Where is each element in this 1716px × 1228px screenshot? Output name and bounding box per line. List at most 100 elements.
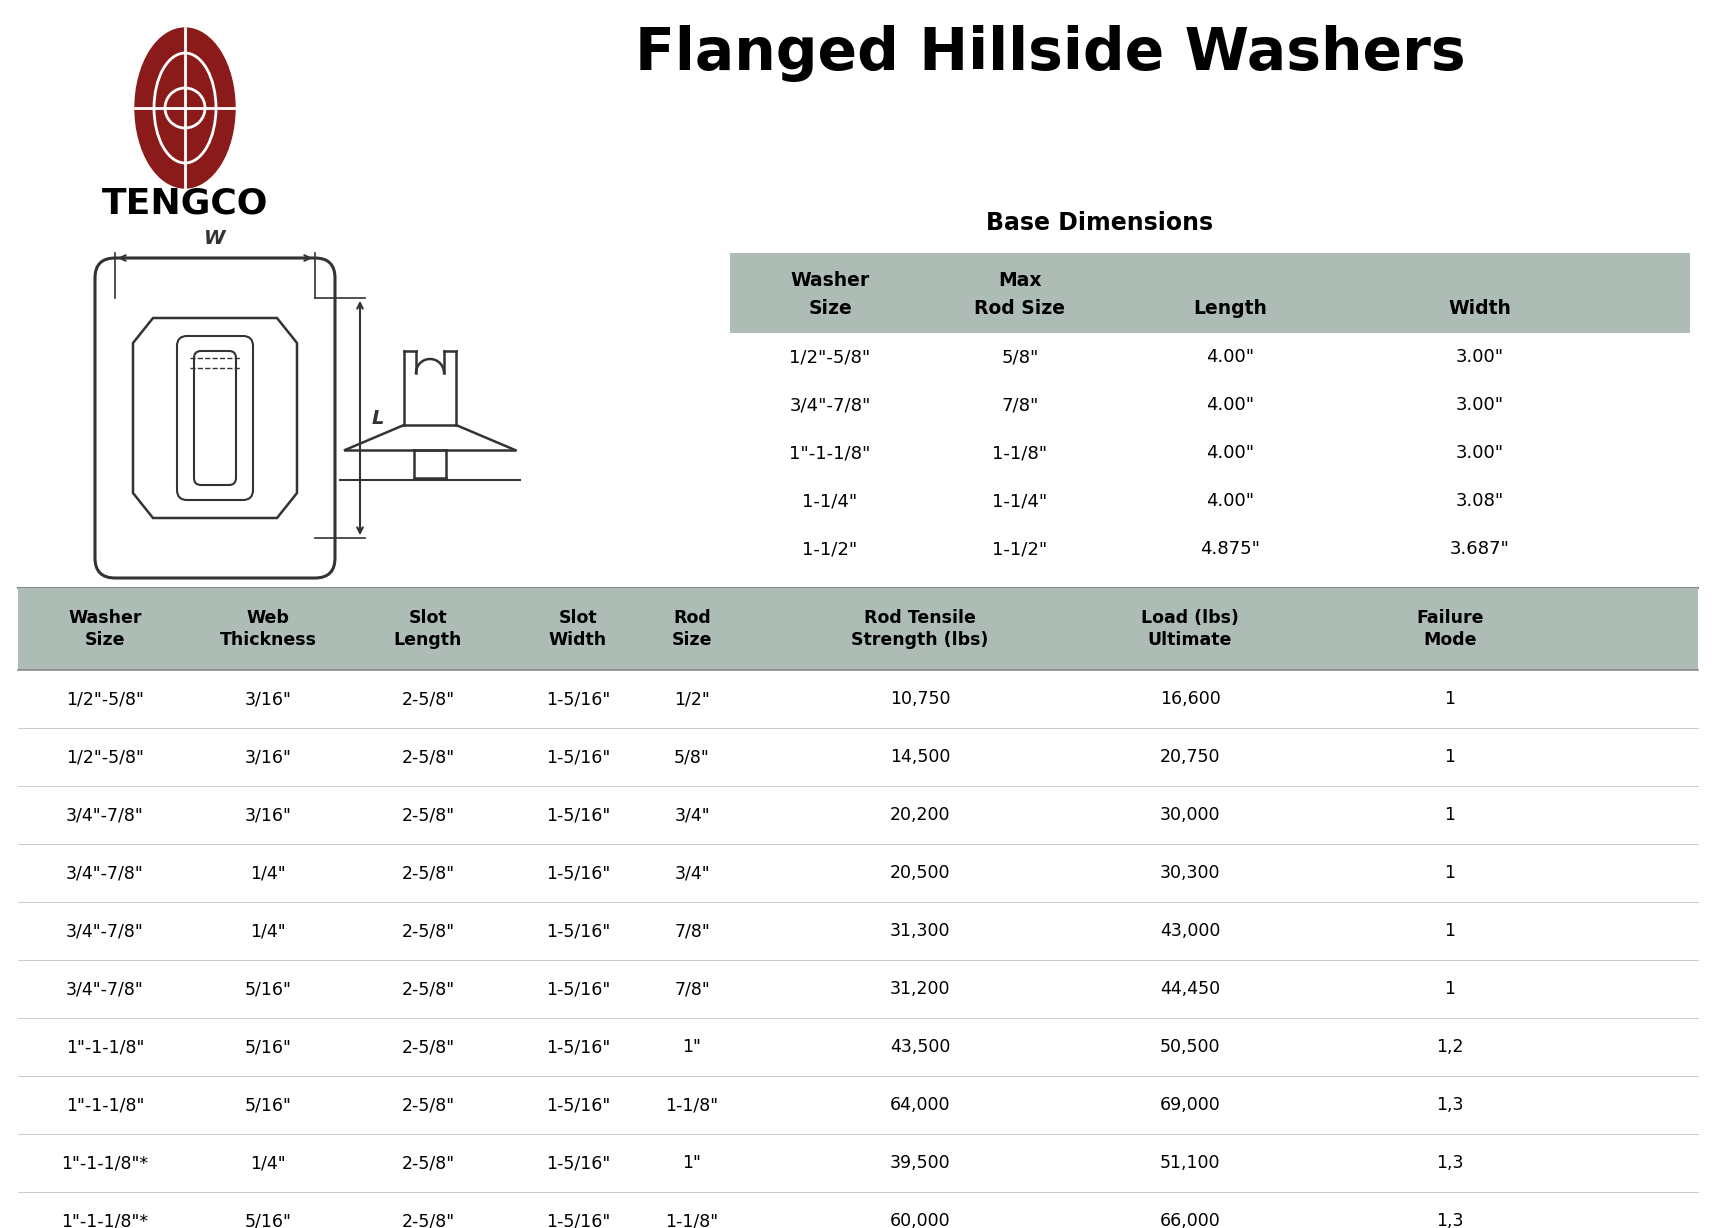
Text: 1-5/16": 1-5/16" xyxy=(546,980,611,998)
Text: 1: 1 xyxy=(1445,980,1455,998)
Text: 1-1/2": 1-1/2" xyxy=(992,540,1048,558)
Text: 1-5/16": 1-5/16" xyxy=(546,1097,611,1114)
Text: 1: 1 xyxy=(1445,865,1455,882)
Text: 1"-1-1/8"*: 1"-1-1/8"* xyxy=(62,1212,149,1228)
Text: 1"-1-1/8"*: 1"-1-1/8"* xyxy=(62,1154,149,1172)
Text: 66,000: 66,000 xyxy=(1160,1212,1220,1228)
Text: 1": 1" xyxy=(683,1154,702,1172)
Text: 5/16": 5/16" xyxy=(245,1038,292,1056)
Text: 3.687": 3.687" xyxy=(1450,540,1510,558)
Text: 43,500: 43,500 xyxy=(891,1038,951,1056)
Text: 3/4": 3/4" xyxy=(674,806,710,824)
Text: 1-1/4": 1-1/4" xyxy=(992,492,1048,510)
Text: 1-5/16": 1-5/16" xyxy=(546,865,611,882)
Text: Failure
Mode: Failure Mode xyxy=(1416,609,1484,650)
Text: 31,300: 31,300 xyxy=(891,922,951,939)
Text: 50,500: 50,500 xyxy=(1160,1038,1220,1056)
Text: 7/8": 7/8" xyxy=(674,980,710,998)
Text: 51,100: 51,100 xyxy=(1160,1154,1220,1172)
Text: 4.00": 4.00" xyxy=(1206,348,1254,366)
Text: 1/4": 1/4" xyxy=(251,865,287,882)
Text: Rod Size: Rod Size xyxy=(975,298,1066,318)
Ellipse shape xyxy=(136,28,235,188)
Text: 5/8": 5/8" xyxy=(674,748,710,766)
Text: 1: 1 xyxy=(1445,690,1455,709)
Text: 1-5/16": 1-5/16" xyxy=(546,1038,611,1056)
Text: 16,600: 16,600 xyxy=(1160,690,1220,709)
Text: 4.875": 4.875" xyxy=(1199,540,1260,558)
Text: 1/4": 1/4" xyxy=(251,1154,287,1172)
Text: Rod
Size: Rod Size xyxy=(671,609,712,650)
Text: 1,2: 1,2 xyxy=(1436,1038,1464,1056)
Text: 20,500: 20,500 xyxy=(891,865,951,882)
Text: 2-5/8": 2-5/8" xyxy=(402,690,455,709)
Text: 2-5/8": 2-5/8" xyxy=(402,922,455,939)
Text: 3/16": 3/16" xyxy=(245,748,292,766)
Text: 2-5/8": 2-5/8" xyxy=(402,865,455,882)
Text: 1"-1-1/8": 1"-1-1/8" xyxy=(65,1097,144,1114)
Text: 1,3: 1,3 xyxy=(1436,1212,1464,1228)
Text: 3/4"-7/8": 3/4"-7/8" xyxy=(67,980,144,998)
Text: 1-1/8": 1-1/8" xyxy=(992,445,1047,462)
Text: W: W xyxy=(204,228,227,248)
Text: 1-5/16": 1-5/16" xyxy=(546,1212,611,1228)
Text: Width: Width xyxy=(1448,298,1512,318)
Text: 1-5/16": 1-5/16" xyxy=(546,1154,611,1172)
Text: 4.00": 4.00" xyxy=(1206,445,1254,462)
Text: 20,750: 20,750 xyxy=(1160,748,1220,766)
Text: 1/2"-5/8": 1/2"-5/8" xyxy=(65,690,144,709)
Text: 2-5/8": 2-5/8" xyxy=(402,748,455,766)
Text: 3.00": 3.00" xyxy=(1455,348,1503,366)
Text: Size: Size xyxy=(808,298,851,318)
Text: 20,200: 20,200 xyxy=(891,806,951,824)
Text: 44,450: 44,450 xyxy=(1160,980,1220,998)
Text: 30,300: 30,300 xyxy=(1160,865,1220,882)
Text: Washer: Washer xyxy=(791,271,870,291)
Text: Washer
Size: Washer Size xyxy=(69,609,142,650)
Text: 60,000: 60,000 xyxy=(889,1212,951,1228)
Text: 3/4"-7/8": 3/4"-7/8" xyxy=(67,865,144,882)
FancyBboxPatch shape xyxy=(17,588,1699,670)
Text: 1-5/16": 1-5/16" xyxy=(546,806,611,824)
Text: 3/4"-7/8": 3/4"-7/8" xyxy=(789,395,870,414)
Text: TENGCO: TENGCO xyxy=(101,185,268,220)
Text: 1-5/16": 1-5/16" xyxy=(546,690,611,709)
Text: 1,3: 1,3 xyxy=(1436,1097,1464,1114)
Text: 1/2"-5/8": 1/2"-5/8" xyxy=(65,748,144,766)
Text: Base Dimensions: Base Dimensions xyxy=(987,211,1213,235)
Text: 2-5/8": 2-5/8" xyxy=(402,1038,455,1056)
Text: 1": 1" xyxy=(683,1038,702,1056)
Text: 3/4"-7/8": 3/4"-7/8" xyxy=(67,806,144,824)
Text: 4.00": 4.00" xyxy=(1206,395,1254,414)
Text: 2-5/8": 2-5/8" xyxy=(402,1212,455,1228)
Text: 1-1/8": 1-1/8" xyxy=(666,1212,719,1228)
Text: 3.00": 3.00" xyxy=(1455,445,1503,462)
Text: 3/4": 3/4" xyxy=(674,865,710,882)
Text: 30,000: 30,000 xyxy=(1160,806,1220,824)
Text: L: L xyxy=(372,409,384,427)
Text: 1: 1 xyxy=(1445,748,1455,766)
Text: 39,500: 39,500 xyxy=(889,1154,951,1172)
Text: 1-1/2": 1-1/2" xyxy=(803,540,858,558)
Text: 3.00": 3.00" xyxy=(1455,395,1503,414)
Text: Load (lbs)
Ultimate: Load (lbs) Ultimate xyxy=(1141,609,1239,650)
Text: 2-5/8": 2-5/8" xyxy=(402,1154,455,1172)
FancyBboxPatch shape xyxy=(729,253,1690,333)
Text: 5/16": 5/16" xyxy=(245,980,292,998)
Text: 1/2": 1/2" xyxy=(674,690,710,709)
Text: 1"-1-1/8": 1"-1-1/8" xyxy=(65,1038,144,1056)
Text: 31,200: 31,200 xyxy=(891,980,951,998)
Text: 1,3: 1,3 xyxy=(1436,1154,1464,1172)
Text: 1/2"-5/8": 1/2"-5/8" xyxy=(789,348,870,366)
Text: 1: 1 xyxy=(1445,922,1455,939)
Text: 5/8": 5/8" xyxy=(1002,348,1038,366)
Text: 1-1/8": 1-1/8" xyxy=(666,1097,719,1114)
Text: Rod Tensile
Strength (lbs): Rod Tensile Strength (lbs) xyxy=(851,609,988,650)
Text: 1/4": 1/4" xyxy=(251,922,287,939)
Text: 3/16": 3/16" xyxy=(245,806,292,824)
Text: 64,000: 64,000 xyxy=(891,1097,951,1114)
Text: 3.08": 3.08" xyxy=(1455,492,1505,510)
Text: 10,750: 10,750 xyxy=(891,690,951,709)
Text: Max: Max xyxy=(999,271,1042,291)
Text: 1: 1 xyxy=(1445,806,1455,824)
